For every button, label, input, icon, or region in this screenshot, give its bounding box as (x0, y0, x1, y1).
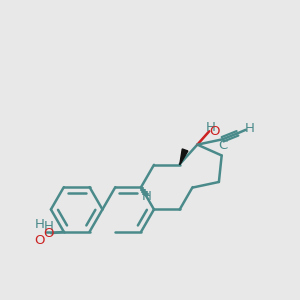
Text: C: C (218, 139, 227, 152)
Text: O: O (43, 227, 54, 240)
Polygon shape (180, 149, 188, 165)
Text: H: H (206, 121, 215, 134)
Text: H: H (142, 190, 152, 203)
Text: H: H (244, 122, 254, 135)
Text: H: H (44, 220, 53, 233)
Text: O: O (209, 125, 220, 138)
Text: O: O (34, 234, 44, 247)
Text: H: H (34, 218, 44, 231)
